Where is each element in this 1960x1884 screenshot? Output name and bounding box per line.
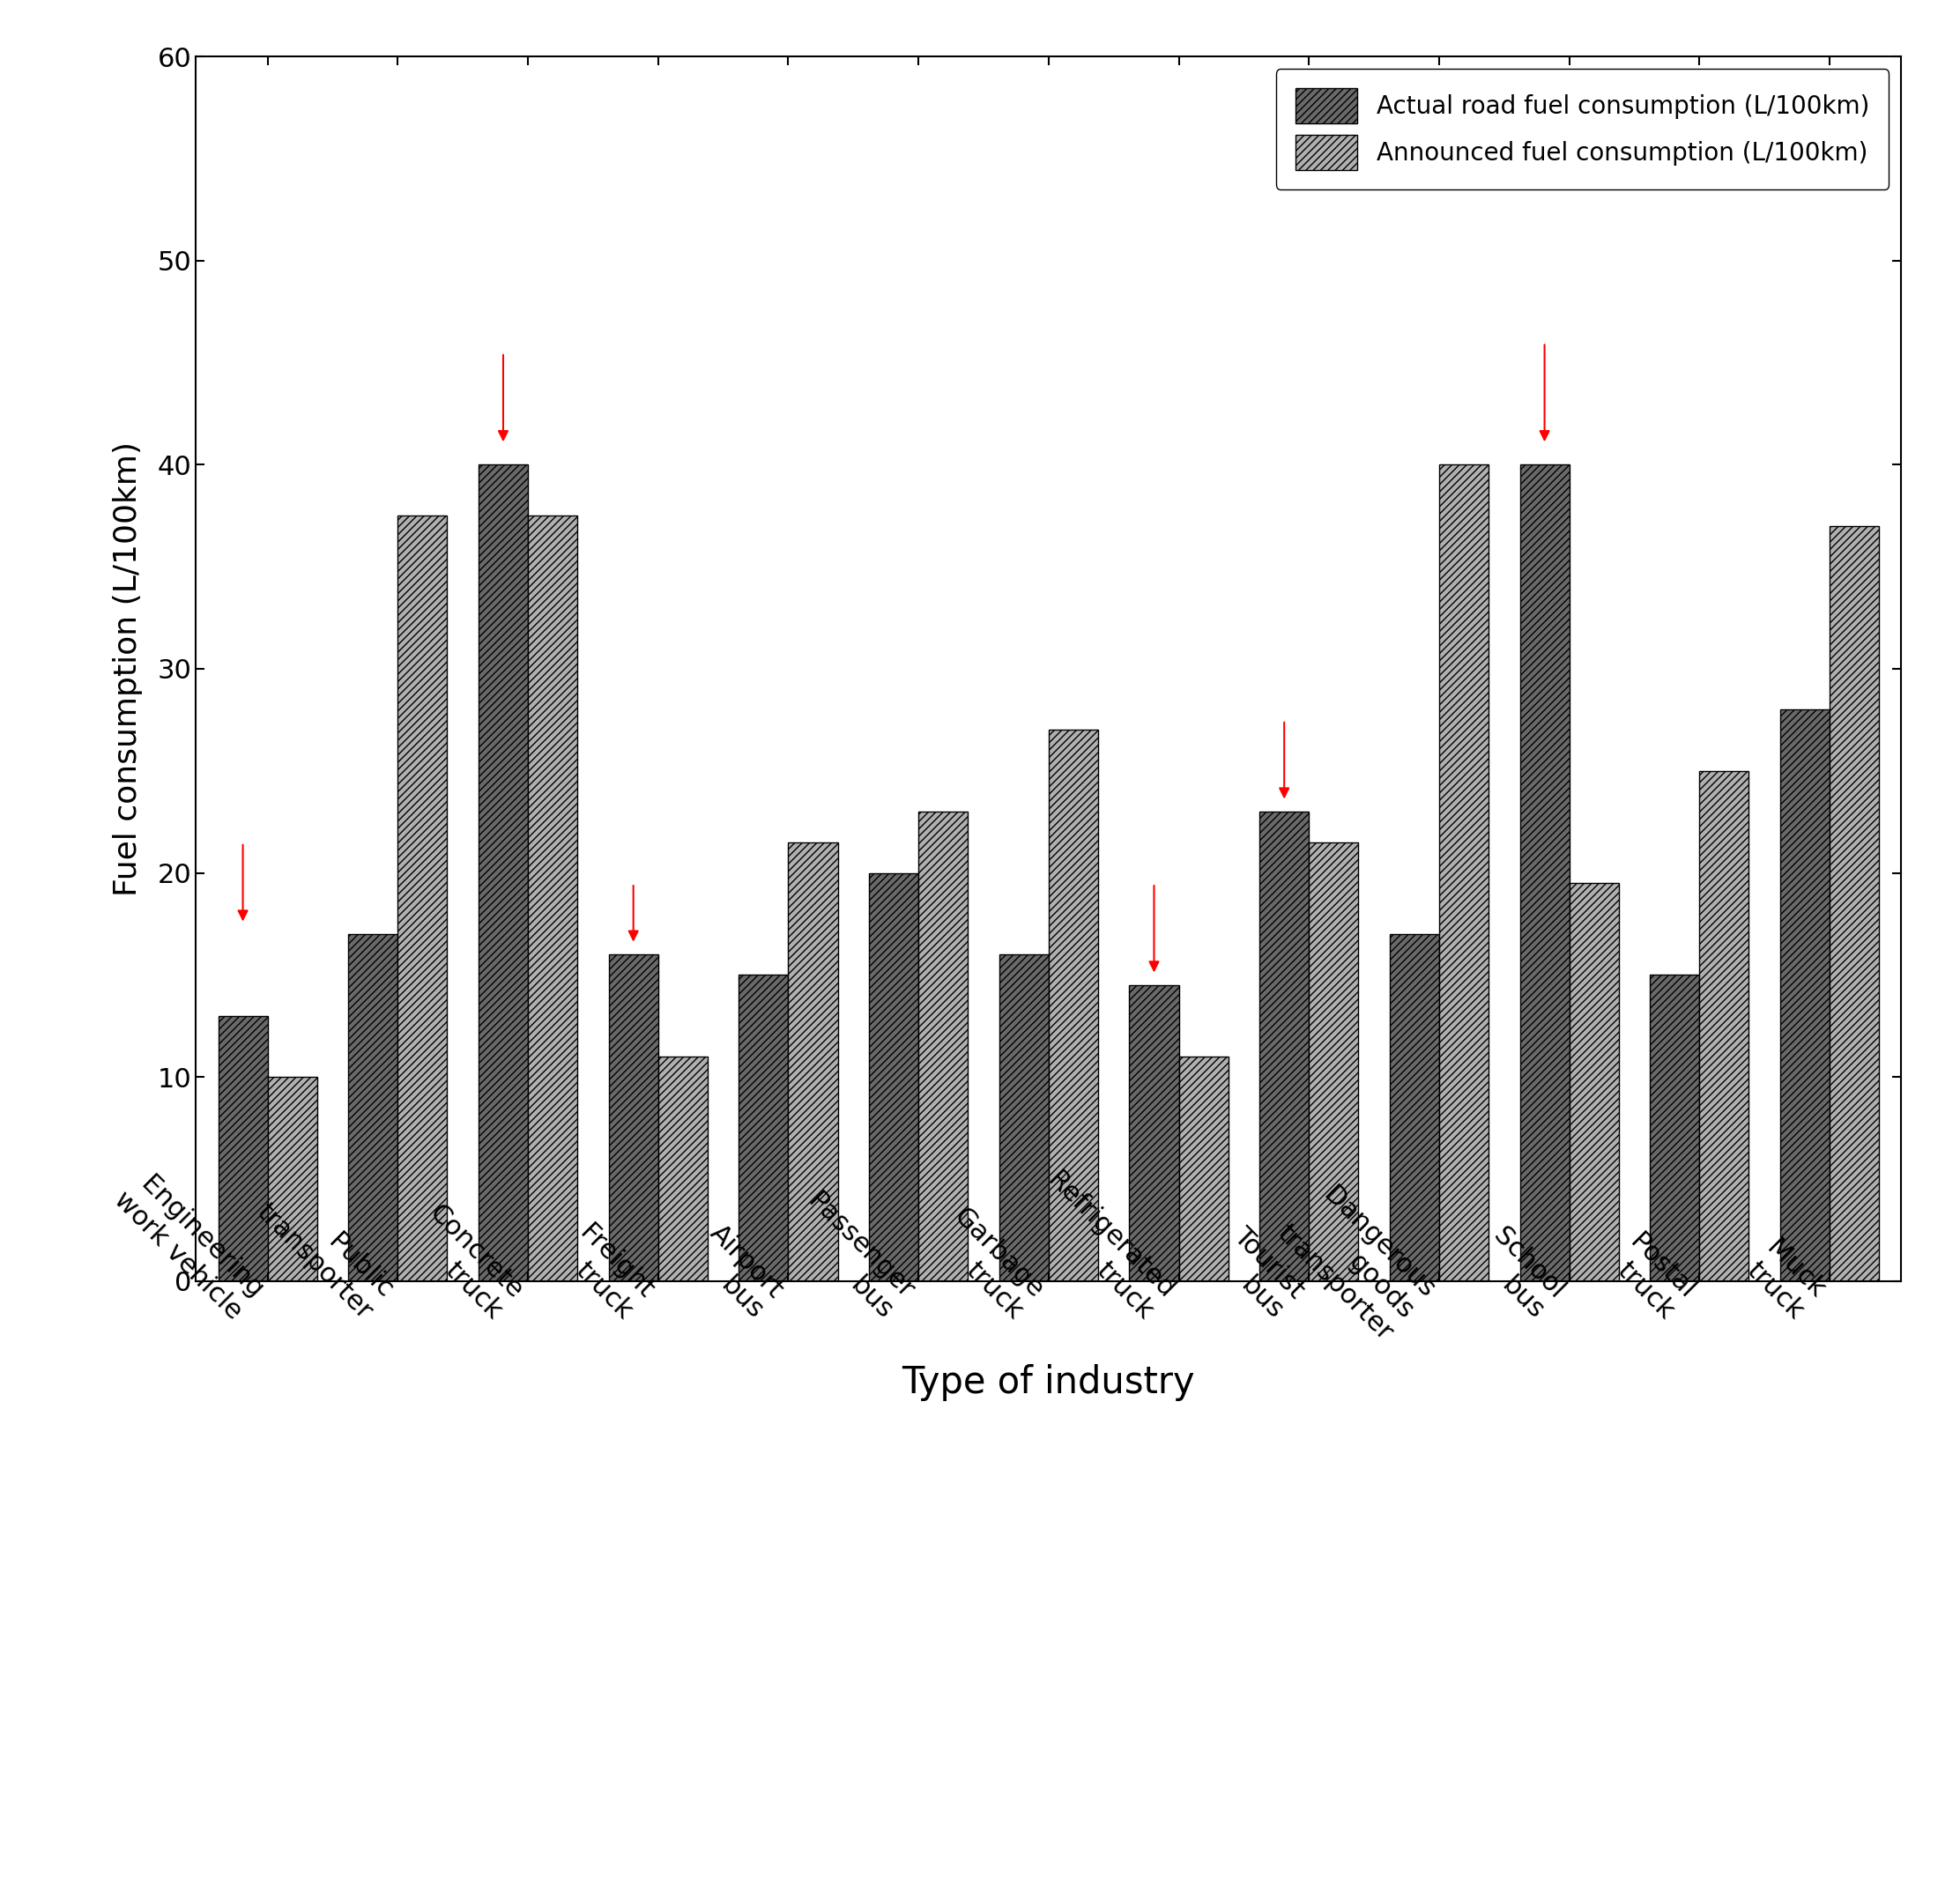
Bar	[1439, 465, 1488, 1281]
Bar	[1178, 1057, 1229, 1281]
Bar	[788, 842, 837, 1281]
Bar	[919, 812, 968, 1281]
Bar	[1260, 812, 1309, 1281]
Bar	[1129, 985, 1178, 1281]
Bar	[1390, 934, 1439, 1281]
Y-axis label: Fuel consumption (L/100km): Fuel consumption (L/100km)	[114, 441, 143, 897]
Bar	[1049, 729, 1098, 1281]
Bar	[739, 976, 788, 1281]
Bar	[218, 1015, 269, 1281]
X-axis label: Type of industry: Type of industry	[902, 1364, 1196, 1400]
Legend: Actual road fuel consumption (L/100km), Announced fuel consumption (L/100km): Actual road fuel consumption (L/100km), …	[1276, 68, 1889, 190]
Bar	[1780, 710, 1829, 1281]
Bar	[1309, 842, 1358, 1281]
Bar	[1699, 771, 1748, 1281]
Bar	[610, 955, 659, 1281]
Bar	[269, 1078, 318, 1281]
Bar	[1519, 465, 1570, 1281]
Bar	[349, 934, 398, 1281]
Bar	[659, 1057, 708, 1281]
Bar	[1000, 955, 1049, 1281]
Bar	[478, 465, 527, 1281]
Bar	[868, 872, 919, 1281]
Bar	[398, 516, 447, 1281]
Bar	[1829, 526, 1880, 1281]
Bar	[1570, 884, 1619, 1281]
Bar	[527, 516, 578, 1281]
Bar	[1650, 976, 1699, 1281]
